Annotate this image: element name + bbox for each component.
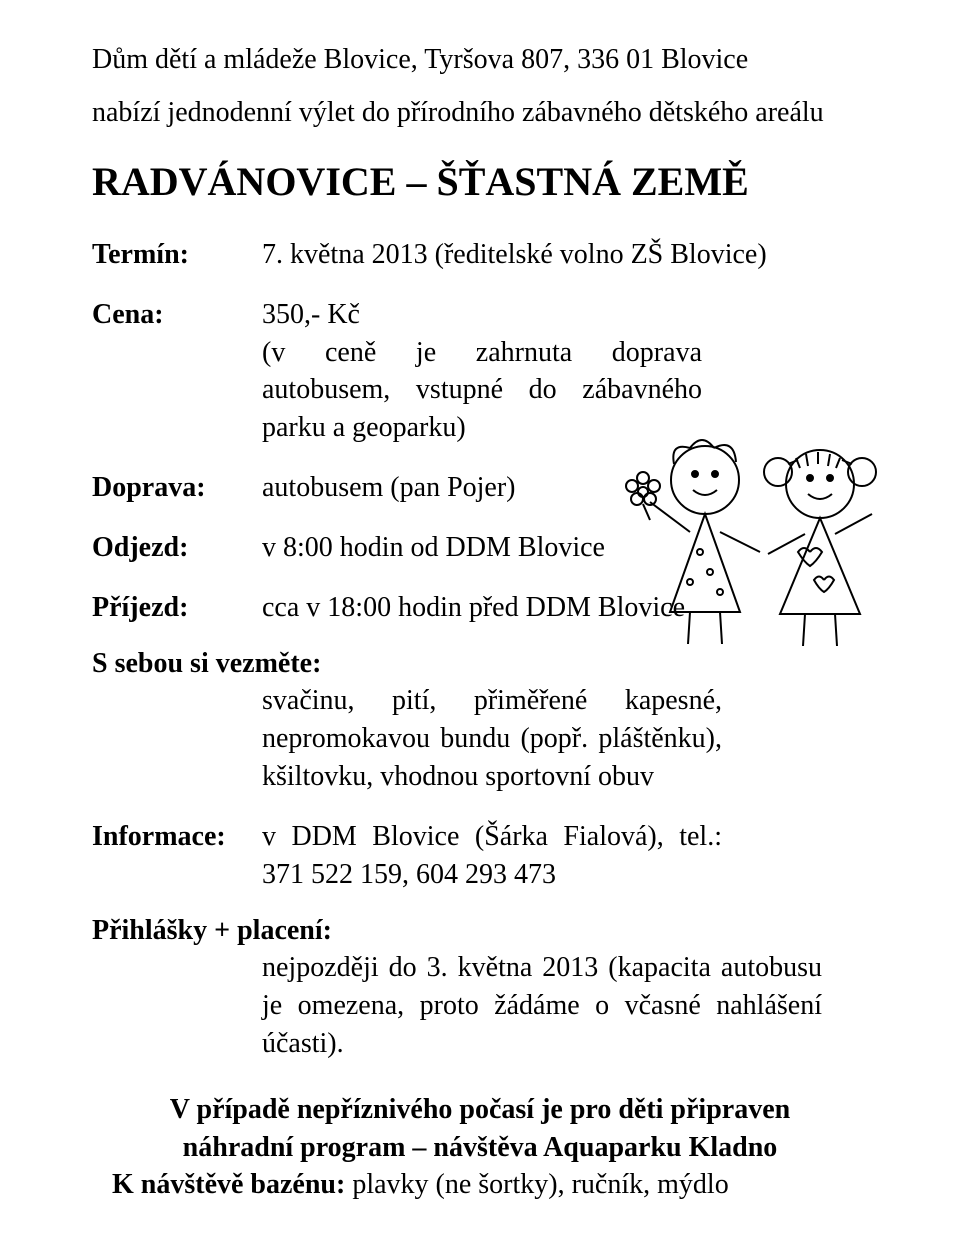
value-termin: 7. května 2013 (ředitelské volno ZŠ Blov… [262,236,868,274]
label-prihlasky: Přihlášky + placení: [92,915,868,947]
body-prihlasky: nejpozději do 3. května 2013 (kapacita a… [262,949,822,1062]
children-illustration-icon [610,402,900,652]
footer-weather: V případě nepříznivého počasí je pro dět… [92,1091,868,1204]
swim-items: plavky (ne šortky), ručník, mýdlo [345,1169,728,1200]
footer-line1: V případě nepříznivého počasí je pro dět… [92,1091,868,1129]
label-sebou: S sebou si vezměte: [92,648,868,680]
document-page: Dům dětí a mládeže Blovice, Tyršova 807,… [0,0,960,1260]
label-odjezd: Odjezd: [92,529,262,567]
footer-line2: náhradní program – návštěva Aquaparku Kl… [92,1129,868,1167]
label-cena: Cena: [92,296,262,447]
label-doprava: Doprava: [92,469,262,507]
row-informace: Informace: v DDM Blovice (Šárka Fialová)… [92,818,868,894]
swim-label: K návštěvě bazénu: [112,1169,345,1200]
org-address: Dům dětí a mládeže Blovice, Tyršova 807,… [92,42,868,77]
subhead: nabízí jednodenní výlet do přírodního zá… [92,95,868,130]
value-informace: v DDM Blovice (Šárka Fialová), tel.: 371… [262,818,722,894]
label-informace: Informace: [92,818,262,894]
footer-swim: K návštěvě bazénu: plavky (ne šortky), r… [92,1166,868,1204]
main-title: RADVÁNOVICE – ŠŤASTNÁ ZEMĚ [92,158,868,206]
label-termin: Termín: [92,236,262,274]
row-termin: Termín: 7. května 2013 (ředitelské volno… [92,236,868,274]
label-prijezd: Příjezd: [92,589,262,627]
body-sebou: svačinu, pití, přiměřené kapesné, neprom… [262,682,722,795]
